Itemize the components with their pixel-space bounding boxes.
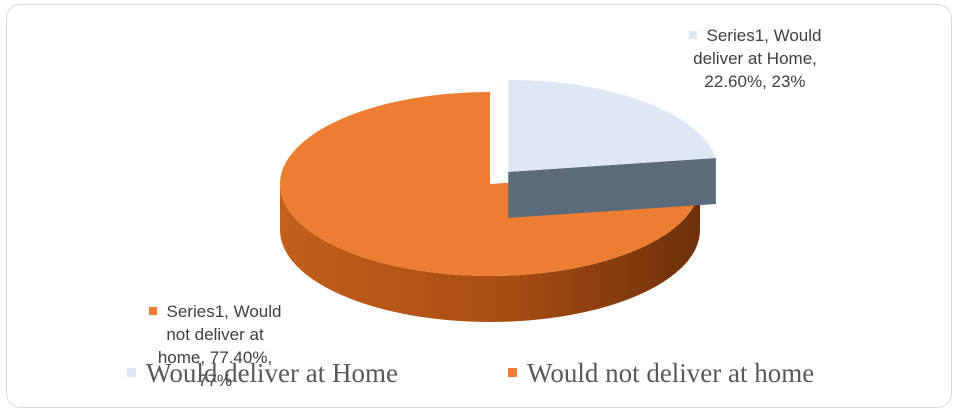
- data-label-deliver-home: Series1, Would deliver at Home, 22.60%, …: [640, 24, 870, 93]
- data-label-line: 22.60%, 23%: [704, 72, 806, 91]
- pie-slice-edge-deliver-home: [508, 158, 716, 218]
- legend-swatch: [508, 368, 517, 377]
- data-label-not-deliver-home: Series1, Would not deliver at home, 77.4…: [115, 300, 315, 392]
- pie-slice-not-deliver-home: [280, 92, 700, 277]
- data-label-line: Series1, Would: [166, 302, 282, 321]
- legend-label: Would not deliver at home: [527, 358, 815, 388]
- data-label-line: Series1, Would: [706, 26, 822, 45]
- data-label-line: not deliver at: [166, 325, 264, 344]
- legend-item-deliver-home: Would deliver at Home: [127, 358, 398, 388]
- data-label-marker: [148, 307, 157, 315]
- data-label-line: home, 77.40%,: [157, 348, 273, 367]
- legend-swatch: [127, 368, 136, 377]
- data-label-line: deliver at Home,: [693, 49, 817, 68]
- data-label-marker: [688, 31, 697, 39]
- pie-slice-deliver-home: [508, 79, 716, 172]
- data-label-line: 77%: [197, 371, 233, 390]
- pie-slice-side-not-deliver-home: [280, 184, 700, 322]
- legend-label: Would deliver at Home: [146, 358, 399, 388]
- legend-item-not-deliver-home: Would not deliver at home: [508, 358, 814, 388]
